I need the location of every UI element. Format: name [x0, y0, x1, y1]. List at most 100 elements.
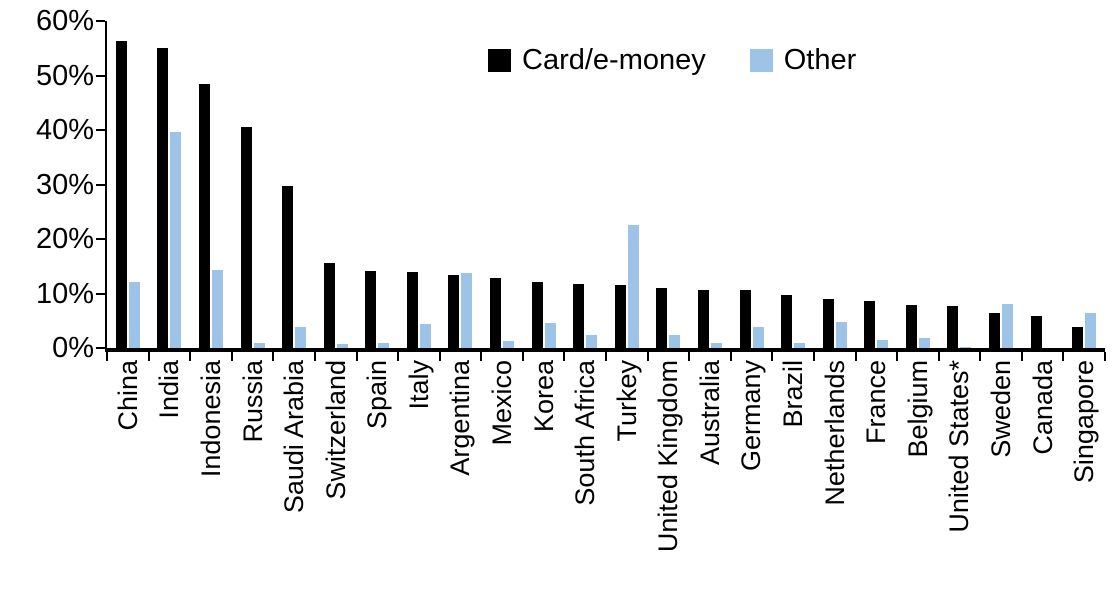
- bar-card-e-money: [448, 274, 460, 348]
- x-axis-tick: [771, 352, 774, 361]
- x-axis-label-cell: Germany: [731, 360, 773, 552]
- legend-label-other: Other: [783, 44, 857, 76]
- bar-group-spain: [357, 21, 399, 348]
- x-axis-label-cell: India: [149, 360, 191, 552]
- bar-group-brazil: [772, 21, 814, 348]
- x-axis-label: Belgium: [902, 360, 933, 458]
- bar-group-turkey: [606, 21, 648, 348]
- y-axis-tick-label: 30%: [35, 168, 94, 201]
- x-axis-label-cell: Singapore: [1063, 360, 1105, 552]
- x-axis-label-cell: Belgium: [897, 360, 939, 552]
- x-axis-tick: [812, 352, 815, 361]
- y-axis-tick: [96, 347, 105, 349]
- x-axis-line: [105, 348, 1105, 352]
- x-axis-tick: [1062, 352, 1065, 361]
- x-axis-label-cell: Italy: [398, 360, 440, 552]
- bar-card-e-money: [323, 262, 335, 348]
- bar-card-e-money: [822, 298, 834, 348]
- bar-card-e-money: [1030, 316, 1042, 348]
- bar-group-south-africa: [564, 21, 606, 348]
- x-axis-label-cell: Spain: [356, 360, 398, 552]
- x-axis-label: Brazil: [778, 360, 809, 428]
- x-axis-label-cell: China: [107, 360, 149, 552]
- bar-card-e-money: [282, 185, 294, 348]
- bar-group-australia: [689, 21, 731, 348]
- x-axis-label: Turkey: [611, 360, 642, 442]
- bar-group-singapore: [1063, 21, 1105, 348]
- plot-area: [107, 21, 1105, 348]
- bar-group-italy: [398, 21, 440, 348]
- bar-group-germany: [731, 21, 773, 348]
- x-axis-label-cell: France: [855, 360, 897, 552]
- bar-card-e-money: [614, 285, 626, 348]
- x-axis-tick: [1104, 352, 1106, 361]
- x-axis-label-cell: Australia: [689, 360, 731, 552]
- bar-group-united-kingdom: [648, 21, 690, 348]
- bar-other: [1085, 312, 1097, 348]
- x-axis-label-cell: Korea: [523, 360, 565, 552]
- x-axis-label-cell: Turkey: [606, 360, 648, 552]
- x-axis-tick: [896, 352, 899, 361]
- y-axis-line: [105, 21, 107, 351]
- bar-card-e-money: [490, 277, 502, 348]
- y-axis-tick-label: 10%: [35, 277, 94, 310]
- legend-swatch-card-e-money-icon: [488, 49, 511, 72]
- x-axis-label: Argentina: [445, 360, 476, 476]
- bar-other: [253, 343, 265, 348]
- bar-other: [586, 335, 598, 348]
- bar-other: [1002, 304, 1014, 348]
- bar-card-e-money: [947, 305, 959, 348]
- x-axis-label: Russia: [237, 360, 268, 443]
- bar-other: [128, 281, 140, 348]
- x-axis-label: Canada: [1027, 360, 1058, 455]
- bar-other: [295, 327, 307, 348]
- x-axis-label: United States*: [944, 360, 975, 533]
- x-axis-label-cell: Sweden: [980, 360, 1022, 552]
- x-axis-label: Germany: [736, 360, 767, 472]
- bar-card-e-money: [573, 284, 585, 348]
- x-axis-label: France: [861, 360, 892, 445]
- bar-group-france: [856, 21, 898, 348]
- y-axis-tick-label: 40%: [35, 114, 94, 146]
- x-axis-label: Australia: [694, 360, 725, 466]
- bar-group-canada: [1022, 21, 1064, 348]
- x-axis-label: United Kingdom: [653, 360, 684, 553]
- bar-group-mexico: [481, 21, 523, 348]
- bar-card-e-money: [781, 294, 793, 348]
- bar-group-india: [149, 21, 191, 348]
- x-axis-tick: [729, 352, 732, 361]
- bar-other: [170, 131, 182, 348]
- x-axis-tick: [854, 352, 857, 361]
- y-axis-tick: [96, 183, 105, 186]
- x-axis-label-cell: Indonesia: [190, 360, 232, 552]
- bar-other: [835, 322, 847, 348]
- bar-group-russia: [232, 21, 274, 348]
- bar-group-netherlands: [814, 21, 856, 348]
- x-axis-label-cell: Canada: [1022, 360, 1064, 552]
- bar-card-e-money: [157, 48, 169, 348]
- bar-card-e-money: [739, 290, 751, 348]
- bar-other: [918, 337, 930, 348]
- y-axis-tick: [96, 238, 105, 240]
- bar-card-e-money: [198, 84, 210, 348]
- bar-other: [544, 322, 556, 348]
- bar-card-e-money: [905, 304, 917, 348]
- bar-card-e-money: [240, 126, 252, 348]
- bar-card-e-money: [115, 41, 127, 348]
- x-axis-label-cell: Mexico: [481, 360, 523, 552]
- bar-other: [710, 343, 722, 348]
- x-axis-tick: [1020, 352, 1023, 361]
- x-axis-tick: [480, 352, 483, 361]
- x-axis-tick: [605, 352, 607, 361]
- x-axis-tick: [563, 352, 566, 361]
- legend-swatch-other-icon: [749, 49, 773, 72]
- bar-group-saudi-arabia: [273, 21, 315, 348]
- bar-other: [419, 324, 431, 348]
- x-axis-tick: [646, 352, 649, 361]
- x-axis-label-cell: South Africa: [564, 360, 606, 552]
- x-axis-tick: [230, 352, 233, 361]
- bar-group-belgium: [897, 21, 939, 348]
- bar-card-e-money: [697, 289, 709, 348]
- x-axis-label-cell: Saudi Arabia: [273, 360, 315, 552]
